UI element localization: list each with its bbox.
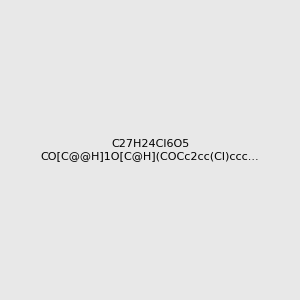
Text: C27H24Cl6O5
CO[C@@H]1O[C@H](COCc2cc(Cl)ccc...: C27H24Cl6O5 CO[C@@H]1O[C@H](COCc2cc(Cl)c…: [41, 139, 259, 161]
